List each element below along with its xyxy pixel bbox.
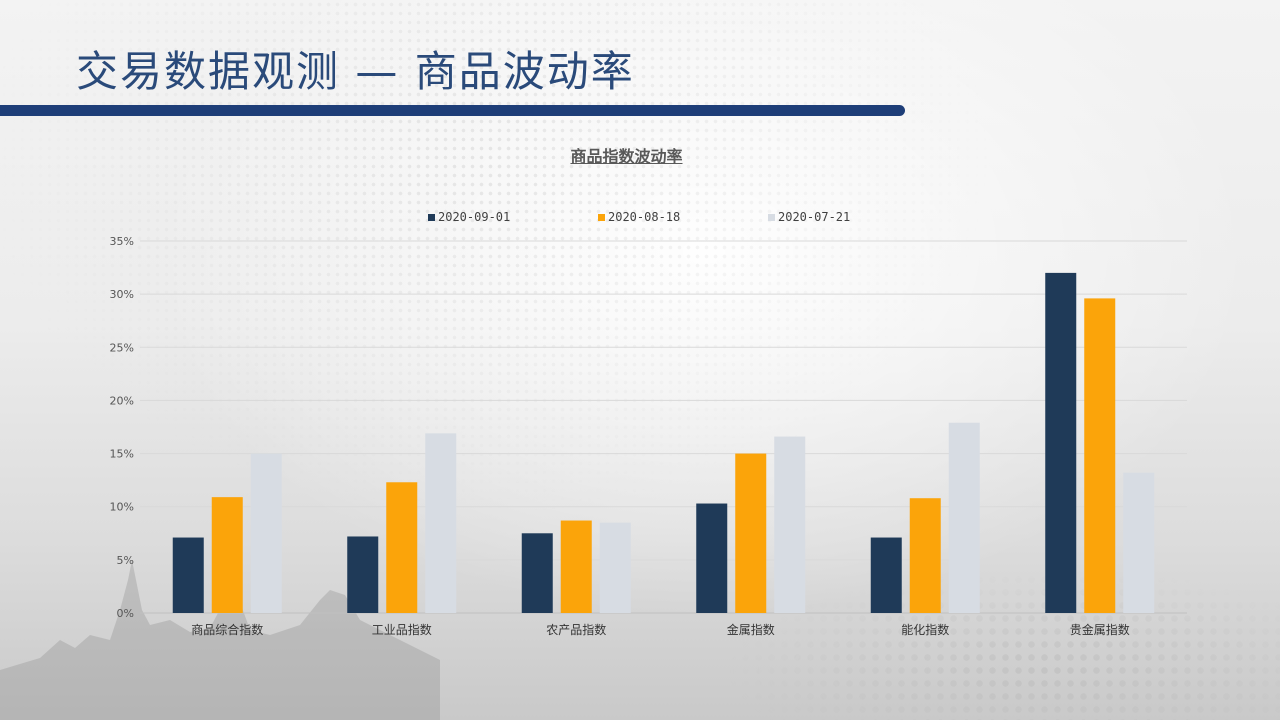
legend-item-series-2: 2020-08-18 bbox=[598, 210, 680, 224]
bar-series-1 bbox=[1045, 272, 1077, 613]
y-tick-label: 0% bbox=[117, 607, 134, 620]
x-category-label: 贵金属指数 bbox=[1070, 622, 1130, 637]
legend-label-series-1: 2020-09-01 bbox=[438, 210, 511, 224]
x-category-label: 工业品指数 bbox=[372, 622, 432, 637]
legend-item-series-3: 2020-07-21 bbox=[768, 210, 850, 224]
legend-item-series-1: 2020-09-01 bbox=[428, 210, 510, 224]
chart-legend: 2020-09-01 2020-08-18 2020-07-21 bbox=[0, 210, 1280, 226]
legend-swatch-series-2 bbox=[598, 213, 605, 221]
bar-series-3 bbox=[774, 436, 806, 613]
y-tick-label: 35% bbox=[110, 235, 134, 248]
city-skyline-silhouette bbox=[0, 560, 440, 720]
bar-series-2 bbox=[386, 482, 418, 613]
bar-series-3 bbox=[1123, 472, 1155, 613]
slide-title: 交易数据观测 — 商品波动率 bbox=[76, 47, 635, 96]
bar-series-1 bbox=[172, 537, 204, 613]
legend-swatch-series-3 bbox=[768, 213, 775, 221]
y-tick-label: 20% bbox=[110, 394, 134, 407]
x-category-label: 能化指数 bbox=[901, 622, 949, 637]
x-category-label: 商品综合指数 bbox=[191, 622, 263, 637]
bar-series-3 bbox=[599, 522, 631, 613]
bar-series-2 bbox=[909, 498, 941, 613]
title-underline-bar bbox=[0, 105, 905, 116]
y-tick-label: 5% bbox=[117, 554, 134, 567]
bar-series-3 bbox=[948, 422, 980, 613]
legend-label-series-2: 2020-08-18 bbox=[608, 210, 681, 224]
bar-series-2 bbox=[735, 453, 767, 613]
bar-series-1 bbox=[870, 537, 902, 613]
bar-series-3 bbox=[250, 453, 282, 613]
bar-series-2 bbox=[1084, 298, 1116, 613]
bar-series-1 bbox=[696, 503, 728, 613]
legend-label-series-3: 2020-07-21 bbox=[778, 210, 851, 224]
y-tick-label: 30% bbox=[110, 288, 134, 301]
chart-title: 商品指数波动率 bbox=[570, 149, 683, 166]
bar-series-2 bbox=[560, 520, 592, 613]
bar-series-1 bbox=[347, 536, 379, 613]
x-category-label: 金属指数 bbox=[727, 622, 775, 637]
y-tick-label: 10% bbox=[110, 501, 134, 514]
y-tick-label: 25% bbox=[110, 341, 134, 354]
legend-swatch-series-1 bbox=[428, 213, 435, 221]
bar-series-1 bbox=[521, 533, 553, 613]
x-category-label: 农产品指数 bbox=[546, 622, 606, 637]
y-tick-label: 15% bbox=[110, 448, 134, 461]
bar-series-3 bbox=[425, 433, 457, 613]
bar-series-2 bbox=[211, 497, 243, 613]
